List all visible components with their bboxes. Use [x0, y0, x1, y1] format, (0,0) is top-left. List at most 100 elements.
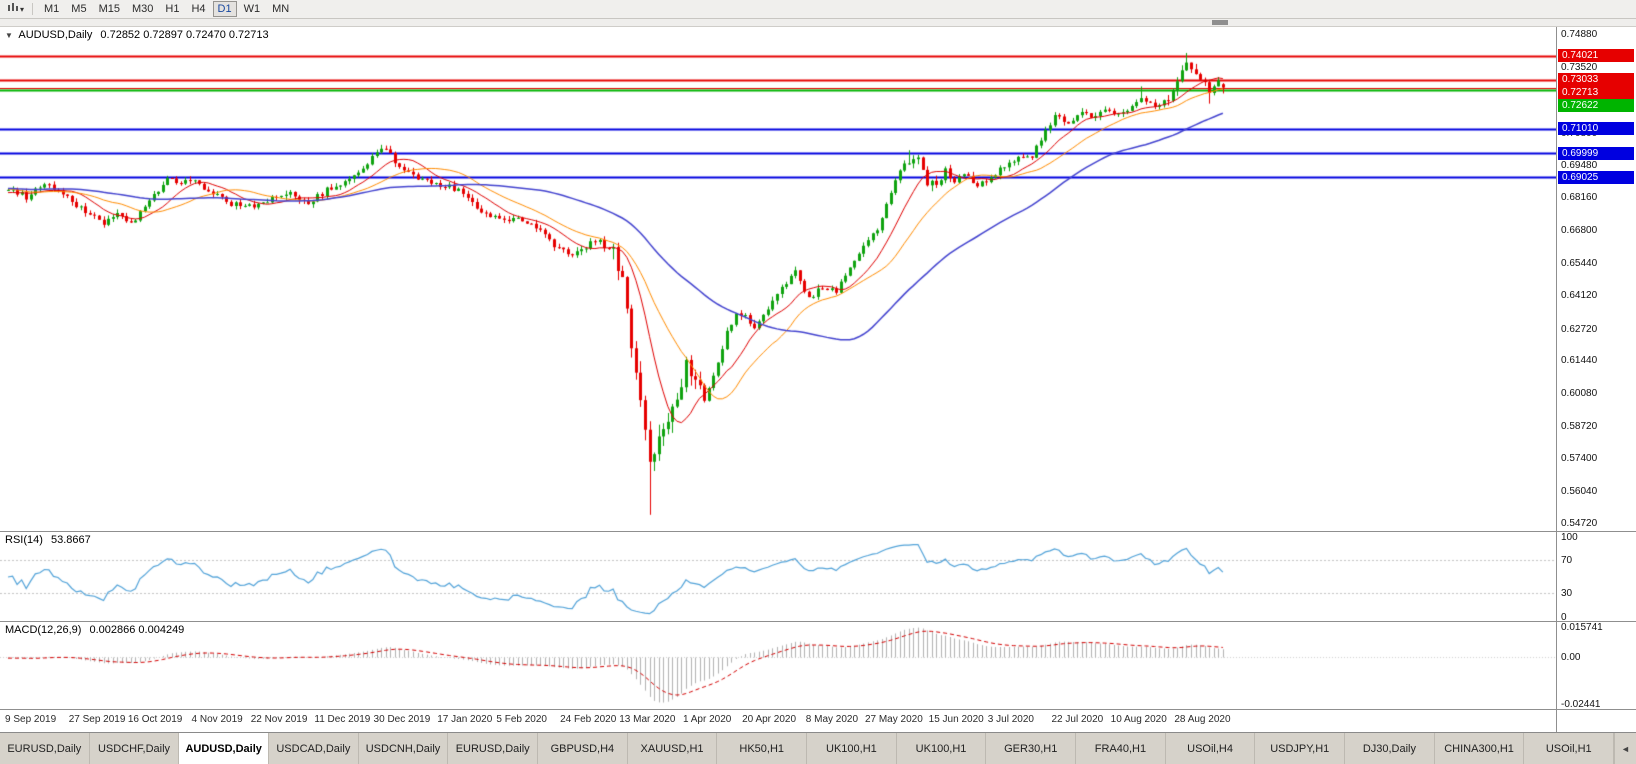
timeframe-button-h1[interactable]: H1 [165, 3, 180, 15]
date-axis-label: 24 Feb 2020 [560, 714, 617, 725]
chart-tab-usoil-h4[interactable]: USOil,H4 [1166, 733, 1256, 764]
rsi-value: 53.8667 [50, 534, 91, 546]
chart-tab-gbpusd-h4[interactable]: GBPUSD,H4 [538, 733, 628, 764]
rsi-axis-label: 100 [1561, 532, 1578, 543]
macd-values: 0.002866 0.004249 [89, 624, 185, 636]
timeframe-button-w1[interactable]: W1 [243, 3, 261, 15]
price-tick-label: 0.69480 [1561, 159, 1598, 171]
macd-indicator-panel: MACD(12,26,9) 0.002866 0.004249 0.015741… [0, 622, 1636, 710]
price-tick-label: 0.74880 [1561, 29, 1598, 40]
macd-axis-label: -0.02441 [1561, 699, 1601, 710]
timeframe-button-h4[interactable]: H4 [191, 3, 206, 15]
chart-tab-usdcad-daily[interactable]: USDCAD,Daily [269, 733, 359, 764]
rsi-label: RSI(14) 53.8667 [5, 534, 91, 546]
chart-tab-usdjpy-h1[interactable]: USDJPY,H1 [1255, 733, 1346, 764]
chart-tab-hk50-h1[interactable]: HK50,H1 [717, 733, 808, 764]
macd-axis-label: 0.015741 [1561, 622, 1603, 633]
date-axis-label: 27 Sep 2019 [68, 714, 126, 725]
date-axis-label: 8 May 2020 [805, 714, 859, 725]
chart-tab-dj30-daily[interactable]: DJ30,Daily [1345, 733, 1435, 764]
price-tick-label: 0.54720 [1561, 518, 1598, 529]
symbol-dropdown-icon[interactable]: ▼ [5, 31, 13, 40]
ohlc-values: 0.72852 0.72897 0.72470 0.72713 [100, 29, 269, 41]
price-level-badge-resistance-line: 0.73033 [1558, 73, 1634, 87]
price-level-badge-support-line: 0.69025 [1558, 170, 1634, 184]
chart-hscroll-thumb[interactable] [1212, 20, 1228, 25]
tabs-scroll-left-button[interactable]: ◄ [1614, 733, 1636, 764]
date-axis-label: 5 Feb 2020 [496, 714, 547, 725]
rsi-axis-label: 30 [1561, 587, 1573, 599]
price-tick-label: 0.73520 [1561, 61, 1598, 73]
chart-tab-eurusd-daily[interactable]: EURUSD,Daily [0, 733, 90, 764]
price-level-badge-current-price-line: 0.72713 [1558, 86, 1634, 100]
rsi-axis[interactable]: 100 70 30 0 [1556, 532, 1636, 623]
date-axis-label: 4 Nov 2019 [191, 714, 243, 725]
date-labels-strip: 9 Sep 2019 27 Sep 2019 16 Oct 2019 4 Nov 20… [0, 710, 1556, 732]
rsi-name: RSI(14) [5, 534, 43, 546]
timeframe-button-mn[interactable]: MN [272, 3, 290, 15]
date-axis-label: 22 Jul 2020 [1051, 714, 1104, 725]
chart-tab-usdchf-daily[interactable]: USDCHF,Daily [90, 733, 180, 764]
macd-axis-label: 0.00 [1561, 651, 1581, 663]
timeframe-button-d1[interactable]: D1 [212, 1, 237, 17]
date-axis-corner [1556, 710, 1636, 732]
chart-tab-fra40-h1[interactable]: FRA40,H1 [1076, 733, 1166, 764]
timeframe-button-m1[interactable]: M1 [44, 3, 60, 15]
chart-tab-china300-h1[interactable]: CHINA300,H1 [1435, 733, 1525, 764]
price-chart-panel: ▼ AUDUSD,Daily 0.72852 0.72897 0.72470 0… [0, 27, 1636, 532]
price-tick-label: 0.60080 [1561, 387, 1598, 399]
date-axis-label: 9 Sep 2019 [5, 714, 57, 725]
date-axis-label: 20 Apr 2020 [742, 714, 797, 725]
price-level-badge-resistance-line: 0.74021 [1558, 49, 1634, 63]
macd-axis[interactable]: 0.015741 0.00 -0.02441 [1556, 622, 1636, 710]
price-tick-label: 0.57400 [1561, 452, 1598, 464]
rsi-indicator-panel: RSI(14) 53.8667 100 70 30 0 [0, 532, 1636, 623]
rsi-axis-label: 70 [1561, 555, 1573, 567]
timeframe-button-m15[interactable]: M15 [98, 3, 120, 15]
date-axis-label: 3 Jul 2020 [987, 714, 1034, 725]
toolbar-separator [32, 3, 34, 15]
timeframe-buttons: M1 M5 M15 M30 H1 H4 D1 W1 MN [38, 1, 295, 17]
price-tick-label: 0.65440 [1561, 257, 1598, 269]
chart-tab-uk100-h1[interactable]: UK100,H1 [897, 733, 987, 764]
timeframe-button-m5[interactable]: M5 [71, 3, 87, 15]
main-price-axis[interactable]: 0.748800.735200.721600.708000.694800.681… [1556, 27, 1636, 531]
date-axis-label: 17 Jan 2020 [437, 714, 493, 725]
chart-tabs: EURUSD,Daily USDCHF,Daily AUDUSD,Daily USDC… [0, 733, 1615, 764]
timeframe-toolbar: ▾ M1 M5 M15 M30 H1 H4 D1 W1 MN [0, 0, 1636, 19]
date-axis-label: 22 Nov 2019 [250, 714, 308, 725]
date-axis[interactable]: 9 Sep 2019 27 Sep 2019 16 Oct 2019 4 Nov 20… [0, 710, 1636, 732]
date-axis-label: 15 Jun 2020 [928, 714, 984, 725]
macd-chart-canvas[interactable] [0, 622, 1556, 709]
macd-name: MACD(12,26,9) [5, 624, 82, 636]
date-axis-label: 28 Aug 2020 [1174, 714, 1231, 725]
chart-tab-usdcnh-daily[interactable]: USDCNH,Daily [359, 733, 449, 764]
chart-tab-usoil-h1[interactable]: USOil,H1 [1524, 733, 1615, 764]
price-tick-label: 0.62720 [1561, 323, 1598, 335]
candlestick-chart-canvas[interactable] [0, 27, 1556, 531]
chart-tab-audusd-daily[interactable]: AUDUSD,Daily [179, 733, 270, 764]
price-tick-label: 0.61440 [1561, 355, 1598, 366]
price-level-badge-support-line: 0.71010 [1558, 122, 1634, 136]
bar-chart-icon [7, 0, 19, 18]
chart-type-menu-button[interactable]: ▾ [4, 0, 27, 18]
price-tick-label: 0.64120 [1561, 289, 1598, 301]
date-axis-label: 16 Oct 2019 [127, 714, 183, 725]
timeframe-button-m30[interactable]: M30 [131, 3, 154, 15]
price-tick-label: 0.56040 [1561, 485, 1598, 497]
date-axis-label: 13 Mar 2020 [619, 714, 676, 725]
chart-tab-xauusd-h1[interactable]: XAUUSD,H1 [628, 733, 718, 764]
rsi-chart-canvas[interactable] [0, 532, 1556, 621]
chart-hscrollbar[interactable] [0, 19, 1636, 27]
chart-tab-ger30-h1[interactable]: GER30,H1 [986, 733, 1077, 764]
date-axis-label: 11 Dec 2019 [314, 714, 371, 725]
rsi-axis-label: 0 [1561, 612, 1567, 623]
chart-symbol-label: ▼ AUDUSD,Daily 0.72852 0.72897 0.72470 0… [5, 29, 269, 41]
dropdown-caret-icon: ▾ [20, 4, 25, 14]
date-axis-label: 27 May 2020 [864, 714, 923, 725]
chart-tab-uk100-h1[interactable]: UK100,H1 [807, 733, 897, 764]
chart-tab-eurusd-daily[interactable]: EURUSD,Daily [448, 733, 539, 764]
price-level-badge-support-line: 0.69999 [1558, 146, 1634, 160]
price-tick-label: 0.68160 [1561, 192, 1598, 203]
